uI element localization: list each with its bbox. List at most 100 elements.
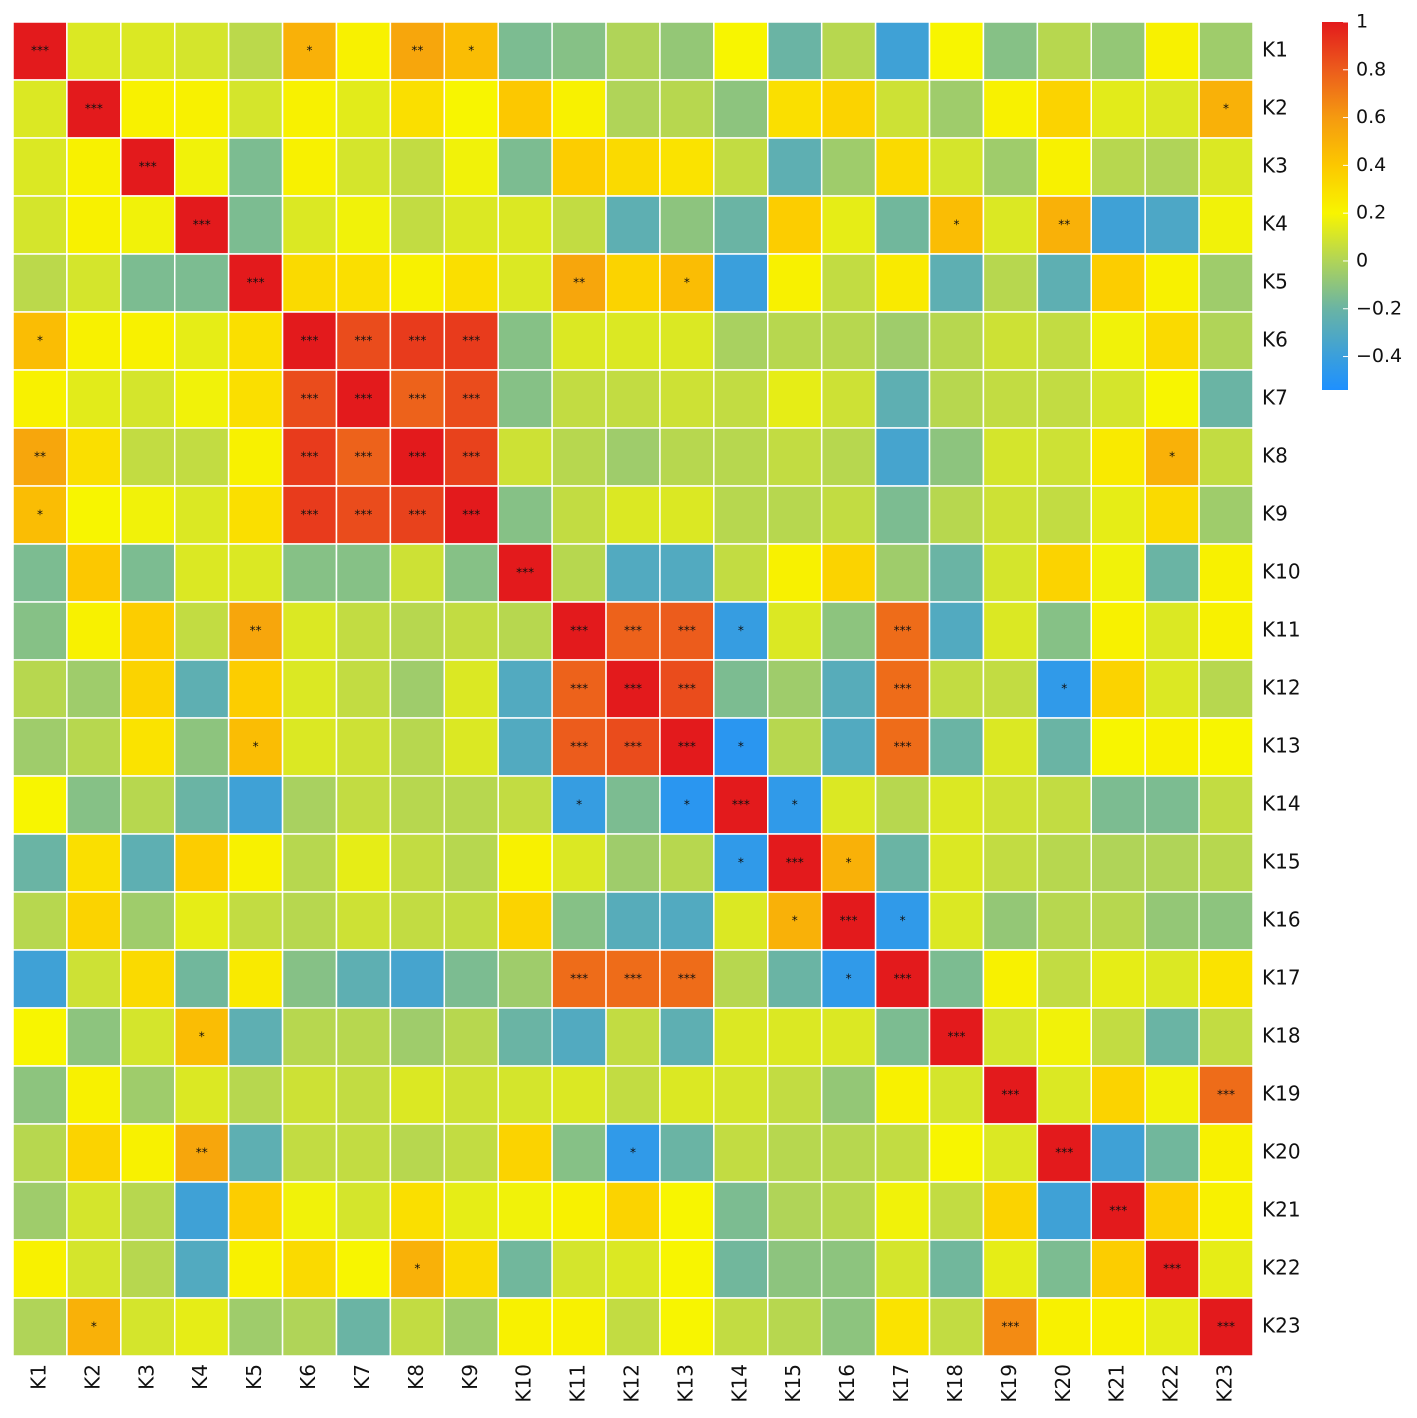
heatmap-cell (605, 1297, 661, 1357)
significance-label: *** (354, 450, 372, 464)
heatmap-cell (173, 601, 230, 661)
heatmap-cell (551, 891, 607, 951)
heatmap-cell (1036, 311, 1093, 371)
heatmap-cell (874, 427, 931, 487)
heatmap-cell (1144, 833, 1200, 893)
heatmap-cell (820, 21, 877, 81)
heatmap-cell (497, 1007, 553, 1067)
heatmap-cell (551, 195, 607, 255)
heatmap-cell (1036, 485, 1093, 545)
heatmap-cell (551, 543, 607, 603)
heatmap-cell (227, 427, 284, 487)
heatmap-cell (713, 21, 769, 81)
heatmap-cell (1036, 601, 1093, 661)
heatmap-cell (659, 1239, 715, 1299)
heatmap-cell (12, 485, 68, 545)
heatmap-cell (66, 833, 122, 893)
heatmap-cell (335, 21, 392, 81)
heatmap-cell (982, 775, 1039, 835)
heatmap-cell (928, 659, 985, 719)
heatmap-cell (982, 949, 1039, 1009)
heatmap-cell (820, 1123, 877, 1183)
heatmap-cell (443, 137, 499, 197)
heatmap-cell (1144, 659, 1200, 719)
heatmap-cell (66, 659, 122, 719)
heatmap-cell (767, 311, 823, 371)
heatmap-cell (982, 1297, 1039, 1357)
heatmap-cell (874, 369, 931, 429)
heatmap-cell (173, 1239, 230, 1299)
heatmap-cell (12, 1123, 68, 1183)
heatmap-cell (767, 1007, 823, 1067)
heatmap-cell (389, 601, 446, 661)
heatmap-cell (12, 1239, 68, 1299)
heatmap-cell (281, 1181, 338, 1241)
row-label: K3 (1262, 154, 1288, 178)
heatmap-cell (497, 21, 553, 81)
heatmap-cell (874, 1297, 931, 1357)
heatmap-cell (605, 1007, 661, 1067)
significance-label: *** (840, 914, 858, 928)
heatmap-cell (1090, 1123, 1146, 1183)
significance-label: * (792, 914, 798, 928)
heatmap-cell (982, 311, 1039, 371)
heatmap-cell (443, 717, 499, 777)
heatmap-cell (66, 891, 122, 951)
heatmap-cell (497, 427, 553, 487)
heatmap-cell (713, 949, 769, 1009)
heatmap-cell (443, 543, 499, 603)
heatmap-cell (66, 369, 122, 429)
heatmap-cell (1036, 543, 1093, 603)
heatmap-cell (120, 195, 176, 255)
heatmap-cell (874, 717, 931, 777)
column-label: K14 (727, 1364, 751, 1403)
row-label: K4 (1262, 212, 1288, 236)
heatmap-cell (1198, 427, 1254, 487)
heatmap-cell (335, 601, 392, 661)
heatmap-cell (1036, 775, 1093, 835)
heatmap-cell (1144, 1123, 1200, 1183)
heatmap-cell (173, 311, 230, 371)
heatmap-cell (173, 485, 230, 545)
heatmap-cell (120, 1065, 176, 1125)
heatmap-cell (443, 659, 499, 719)
heatmap-cell (605, 891, 661, 951)
heatmap-cell (928, 1123, 985, 1183)
column-label: K1 (26, 1364, 50, 1390)
heatmap-cell (281, 21, 338, 81)
significance-label: *** (354, 392, 372, 406)
heatmap-cell (497, 717, 553, 777)
heatmap-cell (227, 137, 284, 197)
row-label: K5 (1262, 270, 1288, 294)
heatmap-cell (389, 1181, 446, 1241)
heatmap-cell (66, 543, 122, 603)
heatmap-cell (605, 195, 661, 255)
heatmap-cell (874, 253, 931, 313)
heatmap-cell (1144, 1297, 1200, 1357)
heatmap-cell (443, 427, 499, 487)
heatmap-cell (281, 1123, 338, 1183)
heatmap-cell (1090, 369, 1146, 429)
significance-label: *** (570, 682, 588, 696)
row-label: K19 (1262, 1082, 1301, 1106)
heatmap-cell (281, 833, 338, 893)
heatmap-cell (659, 543, 715, 603)
significance-label: ** (34, 450, 46, 464)
significance-label: *** (85, 102, 103, 116)
heatmap-cell (335, 253, 392, 313)
heatmap-cell (982, 833, 1039, 893)
column-label: K15 (781, 1364, 805, 1403)
heatmap-cell (120, 1123, 176, 1183)
heatmap-cell (66, 601, 122, 661)
heatmap-cell (605, 833, 661, 893)
row-label: K2 (1262, 96, 1288, 120)
heatmap-cell (173, 1297, 230, 1357)
heatmap-cell (173, 1065, 230, 1125)
heatmap-cell (335, 891, 392, 951)
significance-label: * (91, 1320, 97, 1334)
heatmap-cell (497, 195, 553, 255)
heatmap-cell (1144, 21, 1200, 81)
heatmap-cell (605, 775, 661, 835)
heatmap-cell (1198, 311, 1254, 371)
heatmap-cell (1198, 717, 1254, 777)
